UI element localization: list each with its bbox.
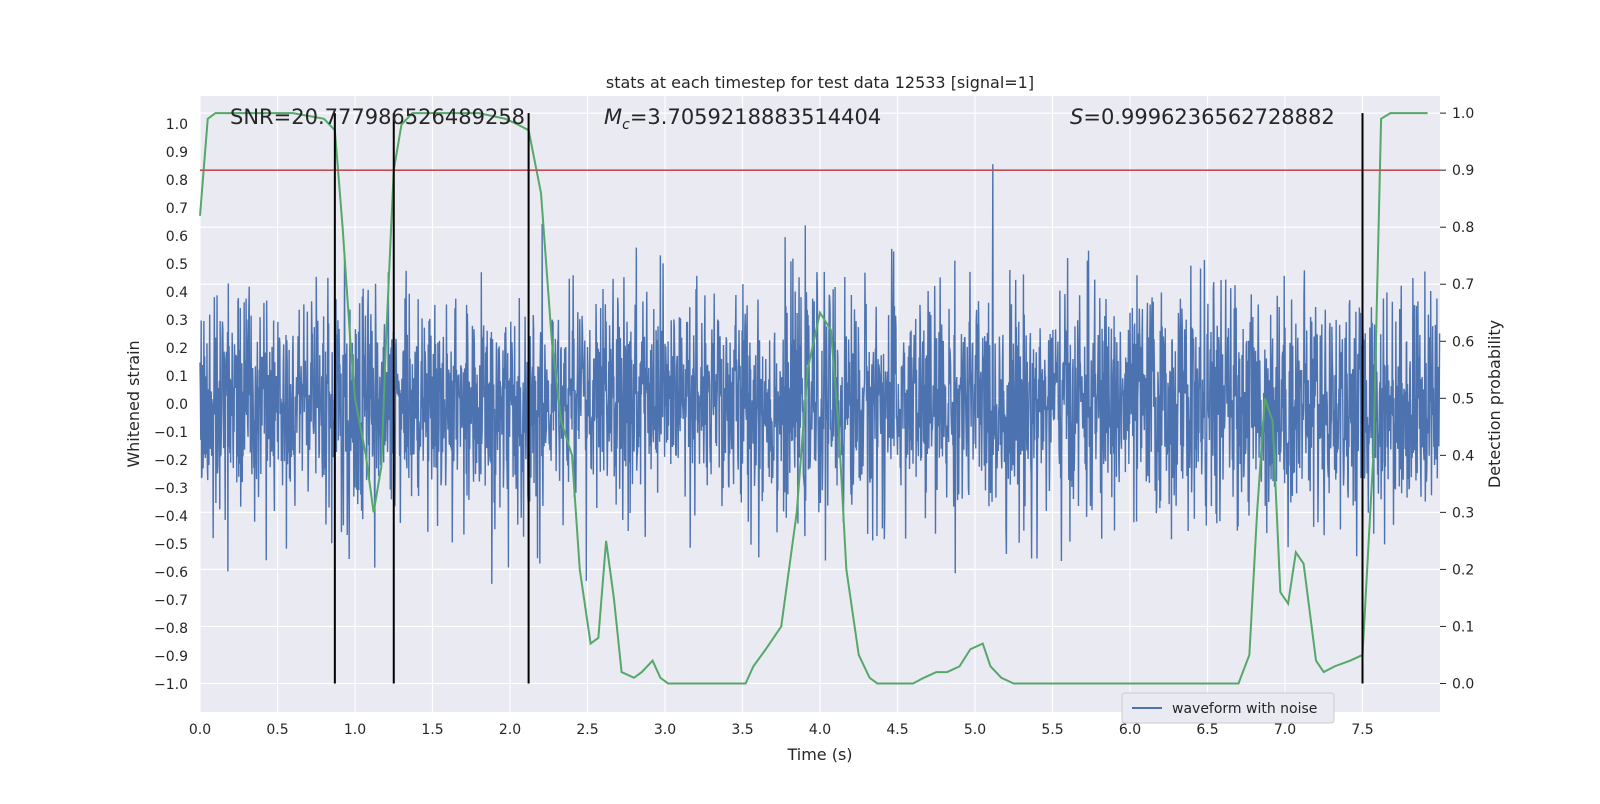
x-axis-ticks: 0.0 0.5 1.0 1.5 2.0 2.5 3.0 3.5 4.0 4.5 5.0 5.5 6.0 6… xyxy=(189,722,1374,738)
y-axis-ticks: −1.0 −0.9 −0.8 −0.7 −0.6 −0.5 −0.4 −0.3 −0.2 −0.1… xyxy=(154,117,188,693)
chirp-mass-annotation: Mc=3.7059218883514404 xyxy=(604,105,881,133)
y-tick-label: −0.1 xyxy=(154,425,188,441)
right-tick-label: 0.9 xyxy=(1452,163,1474,179)
x-tick-label: 7.5 xyxy=(1351,722,1373,738)
x-tick-label: 3.0 xyxy=(654,722,676,738)
x-tick-label: 5.5 xyxy=(1041,722,1063,738)
x-tick-label: 0.5 xyxy=(266,722,288,738)
right-tick-label: 0.5 xyxy=(1452,391,1474,407)
right-tick-label: 0.4 xyxy=(1452,448,1474,464)
y-tick-label: −0.6 xyxy=(154,565,188,581)
s-annotation: S=0.9996236562728882 xyxy=(1070,105,1335,129)
y-tick-label: −0.3 xyxy=(154,481,188,497)
x-tick-label: 0.0 xyxy=(189,722,211,738)
y-tick-label: 0.8 xyxy=(166,173,188,189)
snr-annotation: SNR=20.777986526489258 xyxy=(230,105,525,129)
right-tick-label: 1.0 xyxy=(1452,106,1474,122)
y-tick-label: 0.2 xyxy=(166,341,188,357)
right-axis-ticks: 0.0 0.1 0.2 0.3 0.4 0.5 0.6 0.7 0.8 0.9 1.0 xyxy=(1440,106,1474,692)
x-tick-label: 3.5 xyxy=(731,722,753,738)
series-detection-probability xyxy=(199,112,1428,685)
right-tick-label: 0.6 xyxy=(1452,334,1474,350)
y-tick-label: −0.2 xyxy=(154,453,188,469)
legend: waveform with noise xyxy=(1121,692,1335,724)
x-tick-label: 6.0 xyxy=(1119,722,1141,738)
y-tick-label: 0.9 xyxy=(166,145,188,161)
s-symbol: S xyxy=(1070,105,1083,129)
y-tick-label: 0.6 xyxy=(166,229,188,245)
x-tick-label: 1.5 xyxy=(421,722,443,738)
y-tick-label: 0.3 xyxy=(166,313,188,329)
y-tick-label: −0.4 xyxy=(154,509,188,525)
x-tick-label: 2.5 xyxy=(576,722,598,738)
right-tick-label: 0.8 xyxy=(1452,220,1474,236)
legend-label-waveform: waveform with noise xyxy=(1172,701,1317,717)
y-tick-label: 0.5 xyxy=(166,257,188,273)
right-axis-label: Detection probability xyxy=(1485,320,1504,488)
waveform-line xyxy=(199,164,1441,584)
y-tick-label: −0.7 xyxy=(154,593,188,609)
x-tick-label: 6.5 xyxy=(1196,722,1218,738)
y-axis-label: Whitened strain xyxy=(124,340,143,467)
x-tick-label: 4.5 xyxy=(886,722,908,738)
x-tick-label: 7.0 xyxy=(1274,722,1296,738)
right-tick-label: 0.7 xyxy=(1452,277,1474,293)
chirp-mass-value: =3.7059218883514404 xyxy=(630,105,881,129)
detection-probability-line xyxy=(199,112,1428,685)
chirp-mass-subscript: c xyxy=(622,117,630,133)
y-tick-label: −0.9 xyxy=(154,649,188,665)
y-tick-label: −0.5 xyxy=(154,537,188,553)
chirp-mass-symbol: M xyxy=(604,105,622,129)
right-tick-label: 0.2 xyxy=(1452,562,1474,578)
y-tick-label: 0.1 xyxy=(166,369,188,385)
y-tick-label: −1.0 xyxy=(154,677,188,693)
right-tick-label: 0.1 xyxy=(1452,619,1474,635)
y-tick-label: 0.7 xyxy=(166,201,188,217)
x-tick-label: 1.0 xyxy=(344,722,366,738)
y-tick-label: 1.0 xyxy=(166,117,188,133)
x-tick-label: 2.0 xyxy=(499,722,521,738)
series-waveform-with-noise xyxy=(199,164,1441,584)
right-tick-label: 0.3 xyxy=(1452,505,1474,521)
y-tick-label: −0.8 xyxy=(154,621,188,637)
s-value: =0.9996236562728882 xyxy=(1083,105,1334,129)
x-axis-label: Time (s) xyxy=(786,745,852,764)
y-tick-label: 0.0 xyxy=(166,397,188,413)
reference-lines xyxy=(200,113,1440,684)
right-tick-label: 0.0 xyxy=(1452,676,1474,692)
legend-box xyxy=(1121,692,1335,724)
x-tick-label: 4.0 xyxy=(809,722,831,738)
y-tick-label: 0.4 xyxy=(166,285,188,301)
x-tick-label: 5.0 xyxy=(964,722,986,738)
chart-title: stats at each timestep for test data 125… xyxy=(606,73,1034,92)
